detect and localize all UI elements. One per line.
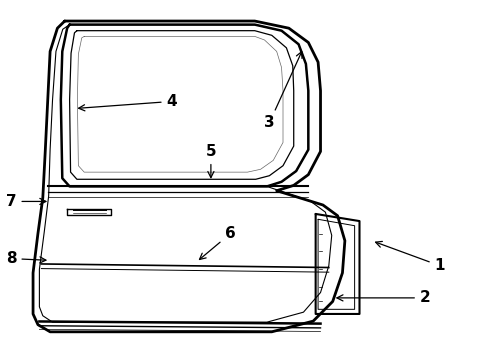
Text: 7: 7: [6, 194, 46, 209]
Text: 8: 8: [6, 251, 46, 266]
Text: 1: 1: [376, 242, 445, 273]
Text: 3: 3: [264, 51, 302, 130]
Text: 4: 4: [78, 94, 177, 111]
Text: 6: 6: [199, 226, 236, 260]
Text: 2: 2: [337, 291, 431, 305]
Text: 5: 5: [206, 144, 216, 177]
